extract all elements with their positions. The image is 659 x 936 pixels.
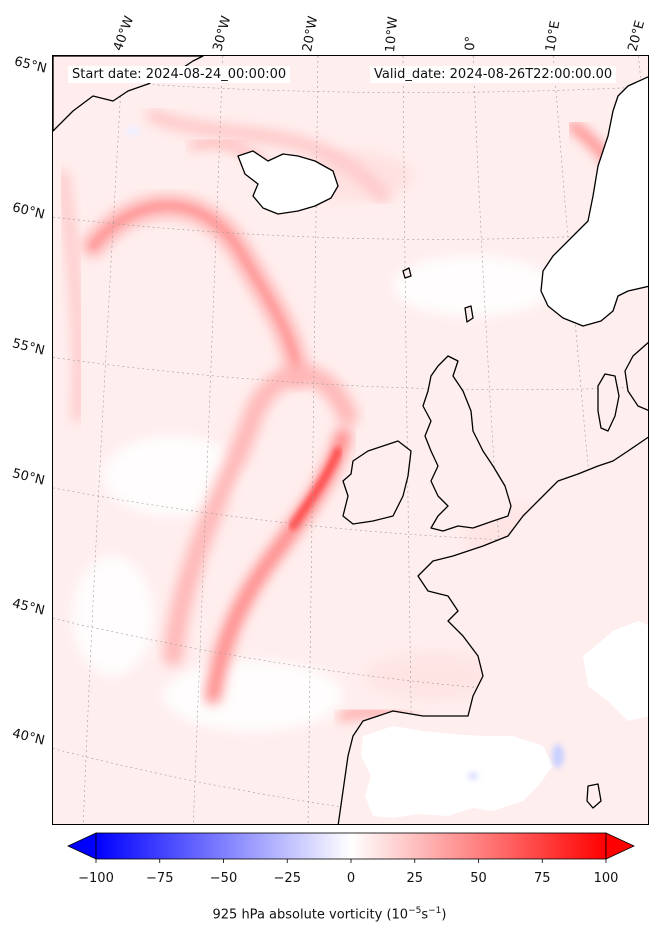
colorbar-tick-label: −100 <box>78 871 114 886</box>
colorbar-ticks <box>95 859 607 863</box>
shetland-islands <box>464 305 474 323</box>
coastlines <box>53 56 648 824</box>
alps-land <box>583 621 648 721</box>
colorbar-tick-label: 75 <box>533 871 551 886</box>
lat-label-55n: 55°N <box>10 336 47 359</box>
lat-label-60n: 60°N <box>10 200 47 223</box>
lon-label-30w: 30°W <box>210 14 235 53</box>
lon-label-10w: 10°W <box>383 15 402 53</box>
denmark-coast <box>597 373 620 432</box>
colorbar-tick-label: 50 <box>470 871 487 886</box>
sweden-coast <box>624 341 648 411</box>
lon-label-20w: 20°W <box>300 15 322 54</box>
lon-label-10e: 10°E <box>543 19 564 54</box>
faroe-islands <box>402 267 412 279</box>
lat-label-45n: 45°N <box>10 596 47 619</box>
colorbar-label-main: 925 hPa absolute vorticity (10 <box>212 907 409 923</box>
colorbar-high-extension <box>605 832 635 860</box>
start-date-label: Start date: 2024-08-24_00:00:00 <box>68 66 291 83</box>
colorbar-tick-label: 25 <box>406 871 424 886</box>
colorbar-label-end: ) <box>441 907 447 923</box>
lon-label-0: 0° <box>463 35 479 51</box>
colorbar-low-extension <box>67 832 97 860</box>
colorbar-tick-label: −25 <box>273 871 301 886</box>
norway-coast <box>540 76 648 327</box>
lon-label-40w: 40°W <box>110 14 138 53</box>
lat-label-40n: 40°N <box>10 726 47 749</box>
colorbar-tick-label: −75 <box>146 871 174 886</box>
lon-label-20e: 20°E <box>625 18 649 53</box>
negative-vorticity-spots <box>125 126 564 780</box>
great-britain-coast <box>422 355 512 532</box>
colorbar-tick-label: −50 <box>209 871 238 886</box>
colorbar-label: 925 hPa absolute vorticity (10−5s−1) <box>0 906 659 922</box>
colorbar-tick-label: 0 <box>346 871 356 886</box>
valid-date-label: Valid_date: 2024-08-26T22:00:00.00 <box>370 66 617 83</box>
iceland-coast <box>237 150 339 215</box>
colorbar-label-sup2: −1 <box>428 906 442 916</box>
lat-label-65n: 65°N <box>12 54 49 77</box>
colorbar-tick-label: 100 <box>593 871 619 886</box>
colorbar <box>67 832 635 863</box>
colorbar-label-mid: s <box>421 907 429 923</box>
ireland-coast <box>342 440 412 525</box>
colorbar-gradient <box>95 832 607 860</box>
iberia-land <box>361 726 553 818</box>
corsica-coast <box>586 783 602 809</box>
lat-label-50n: 50°N <box>10 466 47 489</box>
continental-europe-coast <box>337 436 648 824</box>
colorbar-label-sup1: −5 <box>408 906 422 916</box>
vorticity-map <box>53 56 648 824</box>
map-frame <box>52 55 649 825</box>
